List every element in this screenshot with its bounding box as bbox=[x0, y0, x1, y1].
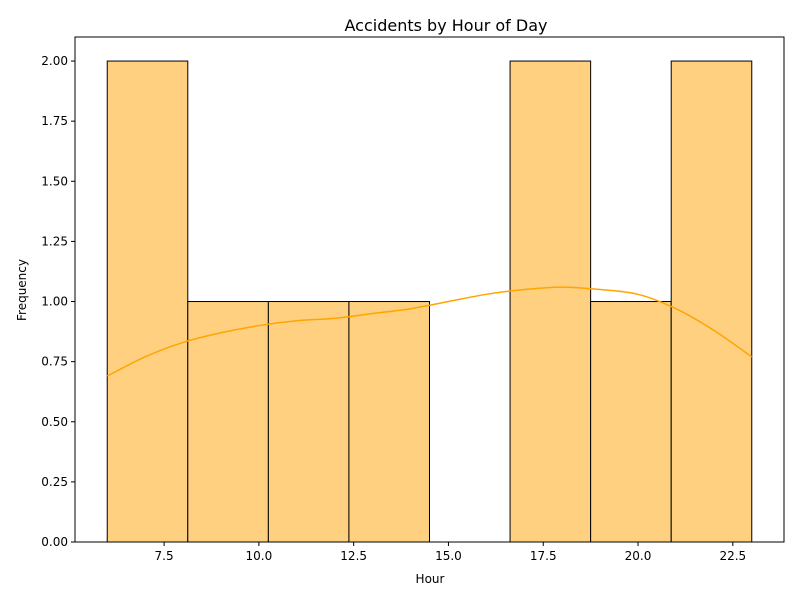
y-tick-label: 1.25 bbox=[41, 234, 68, 248]
histogram-bar bbox=[348, 301, 431, 543]
histogram-bar bbox=[106, 60, 189, 543]
y-tick-label: 0.50 bbox=[41, 415, 68, 429]
histogram-bar bbox=[267, 301, 350, 543]
x-tick-label: 15.0 bbox=[435, 549, 462, 563]
plot-frame bbox=[74, 36, 785, 543]
y-tick-label: 1.75 bbox=[41, 114, 68, 128]
kde-layer bbox=[106, 286, 753, 377]
x-tick-label: 20.0 bbox=[625, 549, 652, 563]
y-tick-label: 0.00 bbox=[41, 535, 68, 549]
y-tick-label: 1.50 bbox=[41, 174, 68, 188]
histogram-bar bbox=[509, 60, 592, 543]
x-tick-label: 7.5 bbox=[155, 549, 174, 563]
histogram-bar bbox=[187, 301, 269, 543]
chart-title: Accidents by Hour of Day bbox=[345, 16, 548, 35]
x-tick-label: 17.5 bbox=[530, 549, 557, 563]
histogram-bar bbox=[590, 301, 672, 543]
y-tick-label: 0.75 bbox=[41, 355, 68, 369]
kde-curve bbox=[106, 286, 753, 377]
y-tick-label: 1.00 bbox=[41, 295, 68, 309]
x-tick-label: 10.0 bbox=[246, 549, 273, 563]
y-tick-label: 2.00 bbox=[41, 54, 68, 68]
x-tick-label: 12.5 bbox=[340, 549, 367, 563]
y-axis: 0.00 0.25 0.50 0.75 1.00 1.25 1.50 1.75 2.00 bbox=[41, 54, 75, 549]
y-axis-label: Frequency bbox=[15, 259, 29, 321]
x-axis-label: Hour bbox=[416, 572, 445, 586]
histogram-bar bbox=[670, 60, 753, 543]
bars-group bbox=[106, 60, 753, 543]
x-tick-label: 22.5 bbox=[719, 549, 746, 563]
y-tick-label: 0.25 bbox=[41, 475, 68, 489]
x-axis: 7.5 10.0 12.5 15.0 17.5 20.0 22.5 bbox=[155, 542, 746, 563]
